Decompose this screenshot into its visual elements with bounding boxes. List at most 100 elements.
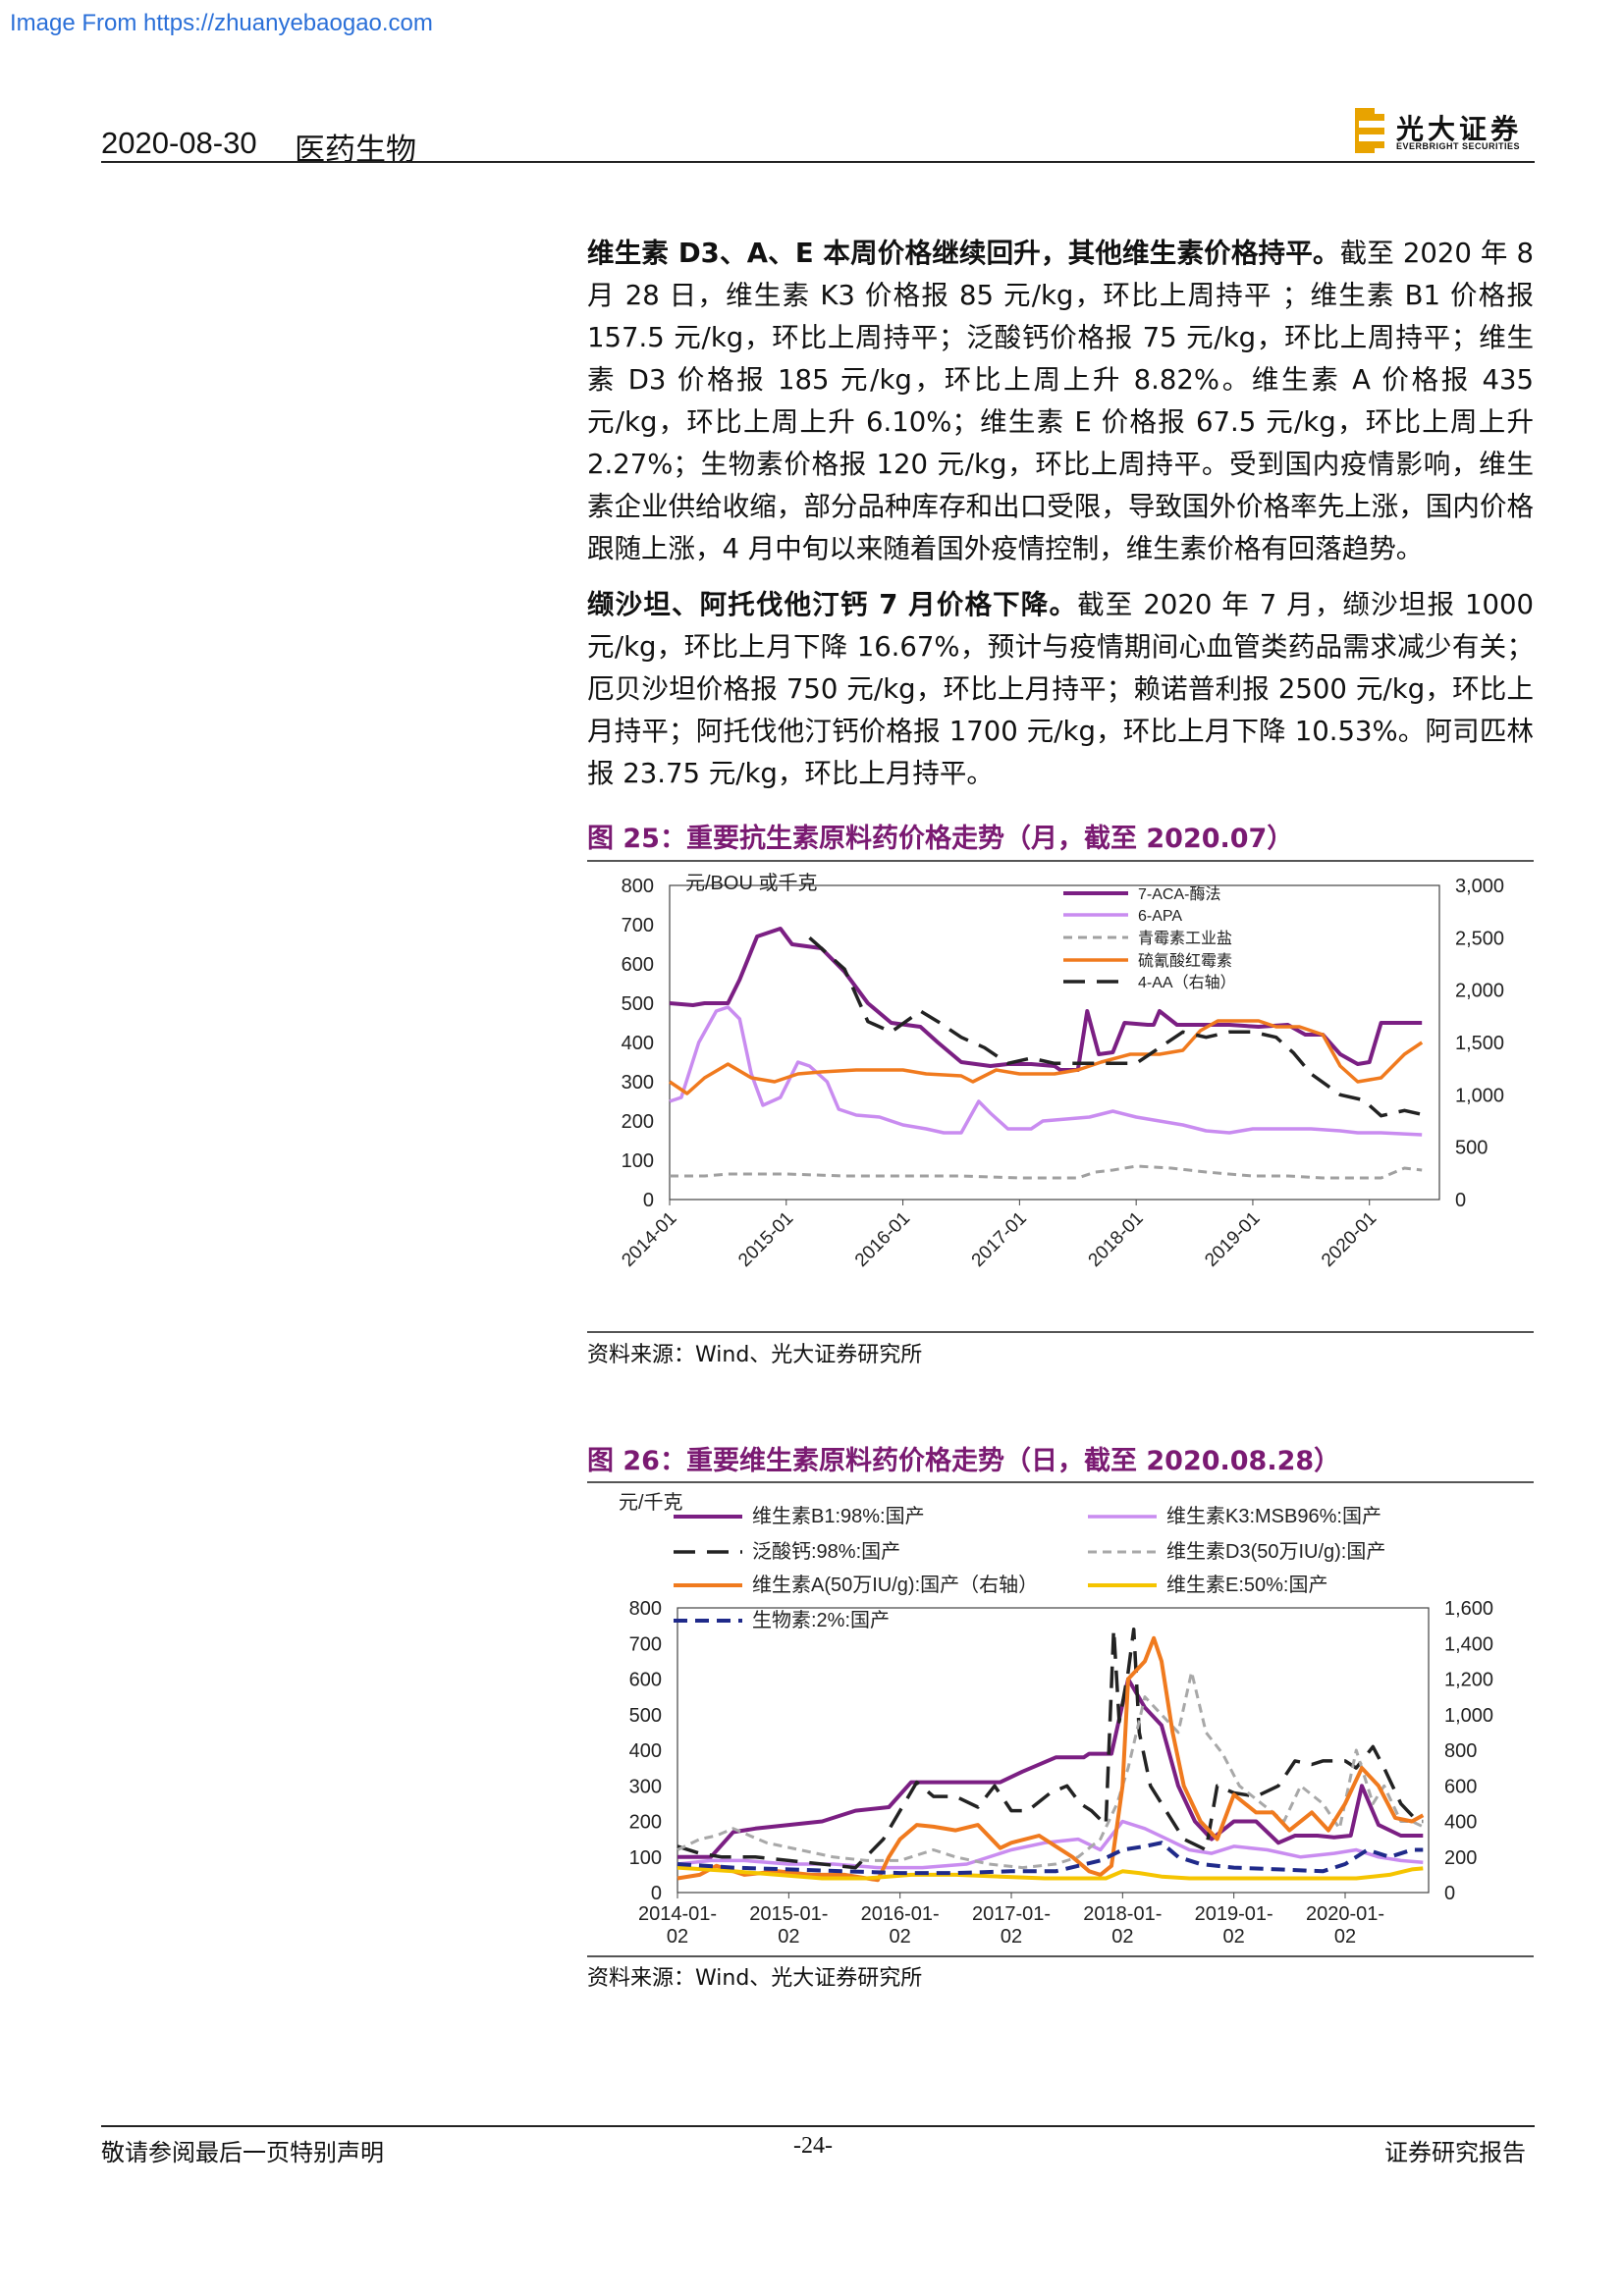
chart2-y-axis-label: 元/千克	[619, 1491, 683, 1514]
figure-25-bottom-rule	[587, 1331, 1534, 1333]
c2-series-line-3	[677, 1628, 1424, 1870]
paragraph-vitamins-body: 截至 2020 年 8 月 28 日，维生素 K3 价格报 85 元/kg，环比…	[587, 238, 1534, 564]
watermark-link[interactable]: Image From https://zhuanyebaogao.com	[10, 10, 433, 36]
c2-y2-tick-label: 0	[1444, 1883, 1455, 1904]
c1-y-tick-label: 400	[622, 1033, 654, 1054]
footer-divider	[101, 2125, 1535, 2127]
c1-y-tick-label: 600	[622, 954, 654, 976]
c1-x-tick-label: 2015-01	[734, 1208, 797, 1271]
c1-y2-tick-label: 3,000	[1455, 876, 1504, 897]
c1-y-tick-label: 300	[622, 1072, 654, 1094]
c2-y2-tick-label: 400	[1444, 1812, 1477, 1834]
brand-logo-icon	[1355, 108, 1384, 153]
c2-y2-tick-label: 1,000	[1444, 1705, 1493, 1727]
brand-logo: 光大证券 EVERBRIGHT SECURITIES	[1355, 106, 1534, 157]
c2-y-tick-label: 400	[629, 1740, 662, 1762]
c2-legend-label: 维生素B1:98%:国产	[752, 1505, 925, 1527]
c2-series-line-7	[677, 1841, 1424, 1876]
c1-series-line-2	[669, 1005, 1423, 1137]
page-number: -24-	[793, 2133, 833, 2159]
c1-y-tick-label: 700	[622, 915, 654, 936]
c1-y-tick-label: 500	[622, 993, 654, 1015]
c1-y2-tick-label: 0	[1455, 1190, 1466, 1211]
paragraph-cardio-body: 截至 2020 年 7 月，缬沙坦报 1000 元/kg，环比上月下降 16.6…	[587, 589, 1534, 789]
figure-25-chart: 元/BOU 或千克 0 100 200 300 400 500 600 700 800 0 500…	[618, 872, 1504, 1271]
paragraph-cardio-lead: 缬沙坦、阿托伐他汀钙 7 月价格下降。	[587, 589, 1078, 620]
c2-x-tick-label: 2015-01-02	[749, 1903, 828, 1948]
c2-legend-label: 维生素K3:MSB96%:国产	[1166, 1505, 1381, 1527]
c1-series-line-3	[670, 1164, 1423, 1180]
c1-legend-label: 7-ACA-酶法	[1138, 885, 1220, 903]
c1-y-tick-label: 100	[622, 1150, 654, 1172]
brand-name-en: EVERBRIGHT SECURITIES	[1396, 141, 1521, 151]
c2-y2-tick-label: 1,200	[1444, 1670, 1493, 1691]
c2-series-line-4	[677, 1670, 1424, 1870]
c1-series-line-4	[669, 1019, 1424, 1095]
c1-series-line-5	[808, 935, 1429, 1118]
c1-y2-tick-label: 500	[1455, 1138, 1488, 1159]
c2-y-tick-label: 700	[629, 1633, 662, 1655]
c2-series-line-5	[677, 1635, 1425, 1883]
c1-y2-tick-label: 1,500	[1455, 1033, 1504, 1054]
c2-y2-tick-label: 200	[1444, 1847, 1477, 1869]
c1-y-tick-label: 0	[643, 1190, 654, 1211]
c1-y2-tick-label: 2,000	[1455, 981, 1504, 1002]
c2-y2-tick-label: 800	[1444, 1740, 1477, 1762]
c2-series-line-6	[677, 1865, 1424, 1881]
paragraph-vitamins-lead: 维生素 D3、A、E 本周价格继续回升，其他维生素价格持平。	[587, 238, 1340, 269]
c1-x-tick-label: 2017-01	[968, 1208, 1031, 1271]
figure-25-source: 资料来源：Wind、光大证券研究所	[587, 1343, 923, 1367]
c2-x-tick-label: 2014-01-02	[638, 1903, 717, 1948]
c2-x-tick-label: 2020-01-02	[1306, 1903, 1384, 1948]
c1-y2-tick-label: 2,500	[1455, 928, 1504, 949]
c1-legend-label: 6-APA	[1138, 908, 1182, 925]
figure-26-top-rule	[587, 1481, 1534, 1483]
c2-y-tick-label: 0	[651, 1883, 662, 1904]
footer-report-type: 证券研究报告	[1384, 2139, 1526, 2166]
c1-x-tick-label: 2018-01	[1085, 1208, 1148, 1271]
c1-legend-label: 硫氰酸红霉素	[1138, 952, 1232, 970]
c2-series-line-2	[677, 1819, 1424, 1870]
c2-y2-tick-label: 1,400	[1444, 1633, 1493, 1655]
c2-legend-label: 生物素:2%:国产	[752, 1609, 890, 1631]
figure-26-source: 资料来源：Wind、光大证券研究所	[587, 1966, 923, 1991]
chart1-plot-frame	[669, 884, 1440, 1201]
figure-26-chart: 元/千克 0 100 200 300 400 500 600 700 800 0 200 400 60…	[619, 1491, 1493, 1948]
c2-y2-tick-label: 600	[1444, 1776, 1477, 1797]
figure-25-title: 图 25：重要抗生素原料药价格走势（月，截至 2020.07）	[587, 824, 1294, 854]
header-divider	[101, 161, 1535, 163]
c2-y2-tick-label: 1,600	[1444, 1598, 1493, 1620]
c2-y-tick-label: 500	[629, 1705, 662, 1727]
report-date: 2020-08-30	[101, 126, 257, 160]
c2-series-line-1	[677, 1677, 1424, 1859]
c2-y-tick-label: 600	[629, 1670, 662, 1691]
c2-y-tick-label: 800	[629, 1598, 662, 1620]
c2-x-tick-label: 2017-01-02	[972, 1903, 1051, 1948]
footer-disclaimer: 敬请参阅最后一页特别声明	[101, 2139, 384, 2166]
c1-y-tick-label: 200	[622, 1111, 654, 1133]
c1-x-tick-label: 2019-01	[1201, 1208, 1264, 1271]
c1-legend-label: 4-AA（右轴）	[1138, 974, 1236, 991]
c1-x-tick-label: 2014-01	[618, 1208, 680, 1271]
c2-x-tick-label: 2018-01-02	[1083, 1903, 1162, 1948]
c1-y-tick-label: 800	[622, 876, 654, 897]
paragraph-cardio: 缬沙坦、阿托伐他汀钙 7 月价格下降。截至 2020 年 7 月，缬沙坦报 10…	[587, 584, 1534, 795]
c1-x-tick-label: 2016-01	[851, 1208, 914, 1271]
c2-y-tick-label: 200	[629, 1812, 662, 1834]
chart1-y-axis-label: 元/BOU 或千克	[685, 872, 817, 894]
c2-legend-label: 泛酸钙:98%:国产	[752, 1540, 900, 1563]
paragraph-vitamins: 维生素 D3、A、E 本周价格继续回升，其他维生素价格持平。截至 2020 年 …	[587, 233, 1534, 570]
figure-26-title: 图 26：重要维生素原料药价格走势（日，截至 2020.08.28）	[587, 1446, 1341, 1476]
c2-legend-label: 维生素E:50%:国产	[1166, 1574, 1327, 1596]
c2-y-tick-label: 300	[629, 1776, 662, 1797]
c2-legend-label: 维生素A(50万IU/g):国产（右轴）	[752, 1574, 1038, 1596]
c2-x-tick-label: 2016-01-02	[861, 1903, 940, 1948]
c1-legend-label: 青霉素工业盐	[1138, 930, 1232, 947]
c2-y-tick-label: 100	[629, 1847, 662, 1869]
c2-x-tick-label: 2019-01-02	[1195, 1903, 1273, 1948]
figure-26-bottom-rule	[587, 1955, 1534, 1957]
c1-series-line-1	[669, 927, 1423, 1072]
brand-name-cn: 光大证券	[1396, 113, 1523, 145]
c1-y2-tick-label: 1,000	[1455, 1085, 1504, 1106]
chart2-plot-frame	[677, 1607, 1430, 1894]
